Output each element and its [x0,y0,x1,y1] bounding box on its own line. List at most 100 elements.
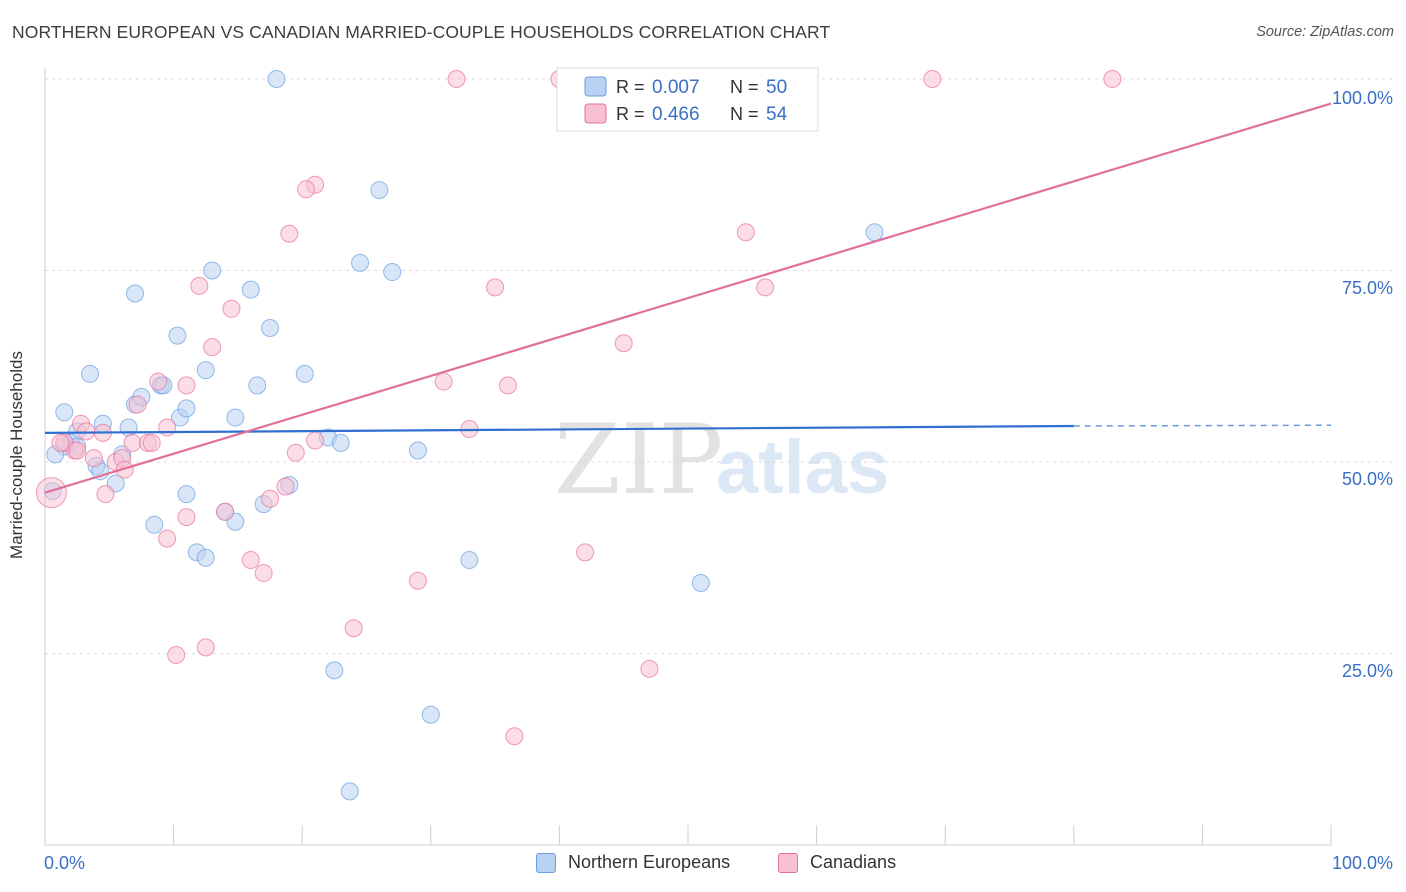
canadian-point [447,70,466,88]
legend-r-value-2: 0.466 [652,104,700,125]
canadian-point [276,477,295,496]
canadian-point [297,180,316,199]
x-tick-label: 0.0% [44,853,85,873]
northern-european-point [340,782,359,801]
stats-legend: R = 0.007 N = 50 R = 0.466 N = 54 [556,67,819,132]
northern-european-trend-line [44,424,1074,434]
canadian-point [177,508,196,527]
canadian-point [434,372,453,391]
canadian-point [344,619,363,638]
canadian-point [306,431,325,450]
canadian-point [158,529,177,548]
legend-swatch-northern [584,76,607,97]
legend-swatch [778,852,798,873]
legend-r-label-2: R = [616,104,645,124]
canadian-point [190,276,209,295]
northern-european-point [177,399,196,418]
northern-european-trend-extension [1073,424,1332,427]
legend-swatch [536,852,556,873]
canadian-point [614,334,633,353]
northern-european-point [421,705,440,724]
canadian-point [261,489,280,508]
northern-european-point [460,551,479,570]
canadian-point [1103,70,1122,88]
y-tick-label: 75.0% [1342,278,1393,298]
northern-european-point [261,318,280,337]
canadian-point [286,443,305,462]
legend-n-value-1: 50 [766,77,787,98]
northern-european-point [331,433,350,452]
canadian-point [756,278,775,297]
watermark-atlas: atlas [716,425,889,510]
legend-item-canadians[interactable]: Canadians [778,852,896,873]
y-tick-label: 100.0% [1332,88,1393,108]
canadian-point [123,433,142,452]
northern-european-point [248,376,267,395]
northern-european-point [177,485,196,504]
canadian-point [280,224,299,243]
legend-swatch-canadian [584,103,607,124]
x-tick-label: 100.0% [1332,853,1393,873]
northern-european-point [295,364,314,383]
canadian-point [51,433,70,452]
northern-european-point [351,253,370,272]
canadian-point [736,223,755,242]
canadian-point [68,441,87,460]
trend-lines [44,102,1332,494]
legend-label: Northern Europeans [568,852,731,872]
canadian-point [640,659,659,678]
canadian-point [196,638,215,657]
canadian-point [254,564,273,583]
northern-european-point [81,364,100,383]
canadian-point [142,433,161,452]
legend-item-northern-europeans[interactable]: Northern Europeans [536,852,730,873]
canadian-point [128,395,147,414]
canadian-point [498,376,517,395]
northern-european-point [370,181,389,200]
canadian-point [203,338,222,357]
northern-european-point [241,280,260,299]
tick-labels: 25.0% 50.0% 75.0% 100.0% 0.0% 100.0% [44,88,1393,873]
northern-european-point [408,441,427,460]
northern-european-point [691,574,710,593]
canadian-point [35,477,67,509]
canadian-point [158,418,177,437]
canadian-trend-line [44,102,1332,494]
y-tick-label: 25.0% [1342,661,1393,681]
canadian-point [177,376,196,395]
northern-european-point [55,403,74,422]
source-credit: Source: ZipAtlas.com [1256,24,1394,40]
northern-european-point [325,661,344,680]
canadian-point [408,571,427,590]
watermark: ZIP atlas [554,404,889,516]
canadian-point [84,449,103,468]
legend-r-value-1: 0.007 [652,77,700,98]
canadian-point [167,646,186,665]
chart-title: NORTHERN EUROPEAN VS CANADIAN MARRIED-CO… [12,22,831,42]
legend-n-label-1: N = [730,77,759,97]
data-points [35,70,1122,801]
northern-european-point [203,261,222,280]
canadian-point [505,727,524,746]
axes [44,68,1332,846]
canadian-point [576,543,595,562]
northern-european-point [126,284,145,303]
northern-european-point [145,515,164,534]
legend-label: Canadians [810,852,897,872]
northern-european-point [196,361,215,380]
canadian-point [77,422,96,441]
northern-european-point [119,418,138,437]
canadian-point [222,299,241,318]
canadian-point [241,551,260,570]
legend-n-value-2: 54 [766,104,788,125]
canadian-point [923,70,942,88]
northern-european-point [226,408,245,427]
y-tick-label: 50.0% [1342,469,1393,489]
northern-european-point [383,263,402,282]
watermark-zip: ZIP [554,404,723,516]
series-legend: Northern Europeans Canadians [0,852,1406,876]
legend-n-label-2: N = [730,104,759,124]
northern-european-point [865,223,884,242]
northern-european-point [196,548,215,567]
